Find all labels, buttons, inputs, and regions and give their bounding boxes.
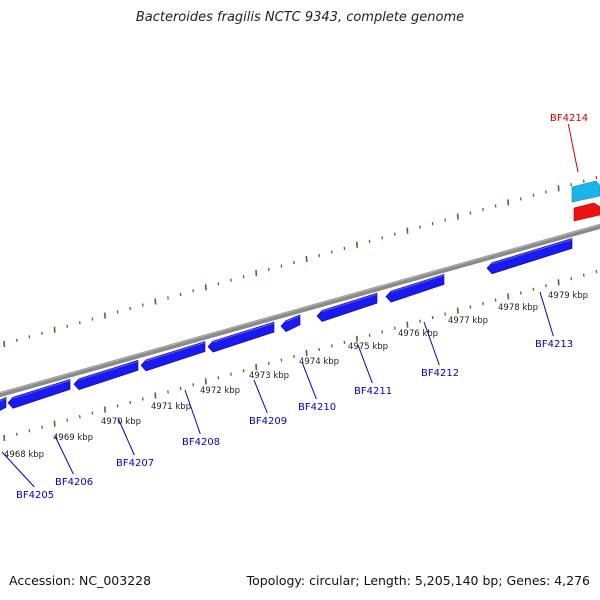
outer-tick-track: [3, 176, 598, 347]
kbp-label: 4971 kbp: [151, 402, 191, 412]
genome-title: Bacteroides fragilis NCTC 9343, complete…: [135, 10, 465, 25]
kbp-label: 4978 kbp: [498, 303, 538, 313]
gene-leader-line: [1, 451, 35, 488]
gene-arrow: [7, 378, 71, 409]
gene-label: BF4205: [16, 490, 54, 501]
gene-leader-line: [253, 379, 268, 414]
genome-backbone-highlight: [0, 224, 600, 394]
gene-label: BF4209: [249, 416, 287, 427]
gene-arrow-highlight: [78, 360, 139, 381]
forward-gene-arrow-cyan: [571, 180, 600, 203]
gene-label: BF4214: [550, 113, 588, 124]
gene-label: BF4208: [182, 437, 220, 448]
gene-arrow-highlight: [285, 315, 301, 323]
gene-arrow: [207, 321, 275, 353]
gene-label: BF4212: [421, 368, 459, 379]
gene-arrow-highlight: [0, 397, 7, 402]
kbp-label: 4972 kbp: [200, 386, 240, 396]
gene-leader-line: [54, 435, 74, 475]
gene-arrow-highlight: [390, 274, 445, 293]
gene-leader-line: [567, 123, 579, 173]
gene-arrow-highlight: [321, 293, 378, 312]
gene-label: BF4207: [116, 458, 154, 469]
genome-summary-label: Topology: circular; Length: 5,205,140 bp…: [246, 573, 590, 588]
gene-arrow: [385, 273, 445, 303]
gene-arrow: [73, 359, 139, 391]
gene-leader-line: [184, 389, 201, 435]
gene-arrow: [316, 292, 378, 322]
gene-leader-line: [301, 361, 317, 400]
gene-arrow-highlight: [145, 342, 206, 362]
gene-arrow: [486, 237, 573, 275]
kbp-label: 4979 kbp: [548, 291, 588, 301]
accession-label: Accession: NC_003228: [9, 573, 152, 588]
kbp-label: 4968 kbp: [4, 450, 44, 460]
kbp-label: 4973 kbp: [249, 371, 289, 381]
gene-leader-line: [423, 321, 440, 366]
gene-leader-line: [539, 291, 554, 337]
inner-tick-track: [3, 270, 598, 441]
kbp-label: 4977 kbp: [448, 316, 488, 326]
gene-arrow-highlight: [12, 379, 71, 399]
kbp-label-layer: 4968 kbp 4969 kbp 4970 kbp 4971 kbp 4972 kbp…: [4, 291, 588, 460]
kbp-label: 4969 kbp: [53, 433, 93, 443]
gene-arrow: [140, 341, 206, 372]
gene-label: BF4210: [298, 402, 336, 413]
gene-track: [0, 180, 600, 411]
gene-arrow-highlight: [491, 238, 573, 265]
gene-label: BF4206: [55, 477, 93, 488]
gene-label: BF4213: [535, 339, 573, 350]
kbp-label: 4975 kbp: [348, 342, 388, 352]
kbp-label: 4976 kbp: [398, 329, 438, 339]
kbp-label: 4974 kbp: [299, 357, 339, 367]
gene-arrow-highlight: [212, 322, 275, 343]
kbp-label: 4970 kbp: [101, 417, 141, 427]
gene-leader-line: [357, 344, 373, 384]
genome-backbone: [0, 223, 600, 398]
gene-label: BF4211: [354, 386, 392, 397]
forward-gene-arrow-red: [573, 202, 600, 222]
gene-leader-line: [117, 417, 135, 456]
gene-arrow: [280, 314, 301, 332]
